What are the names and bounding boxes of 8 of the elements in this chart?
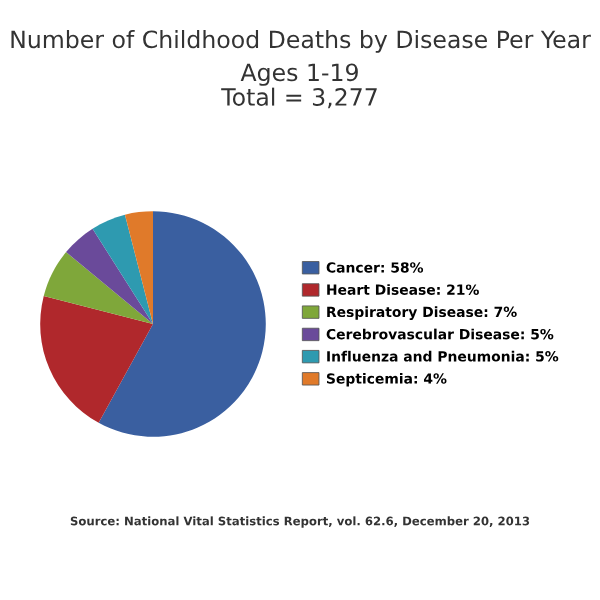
pie-slice <box>92 214 153 324</box>
pie-slice <box>43 252 153 324</box>
pie-slice <box>124 211 153 324</box>
chart-title: Number of Childhood Deaths by Disease Per Year <box>11 30 591 53</box>
pie-slice <box>40 295 153 423</box>
pie-slice <box>66 228 153 324</box>
pie-slice <box>98 211 266 437</box>
chart-subtitle: Ages 1-19 Total = 3,277 <box>221 63 377 109</box>
